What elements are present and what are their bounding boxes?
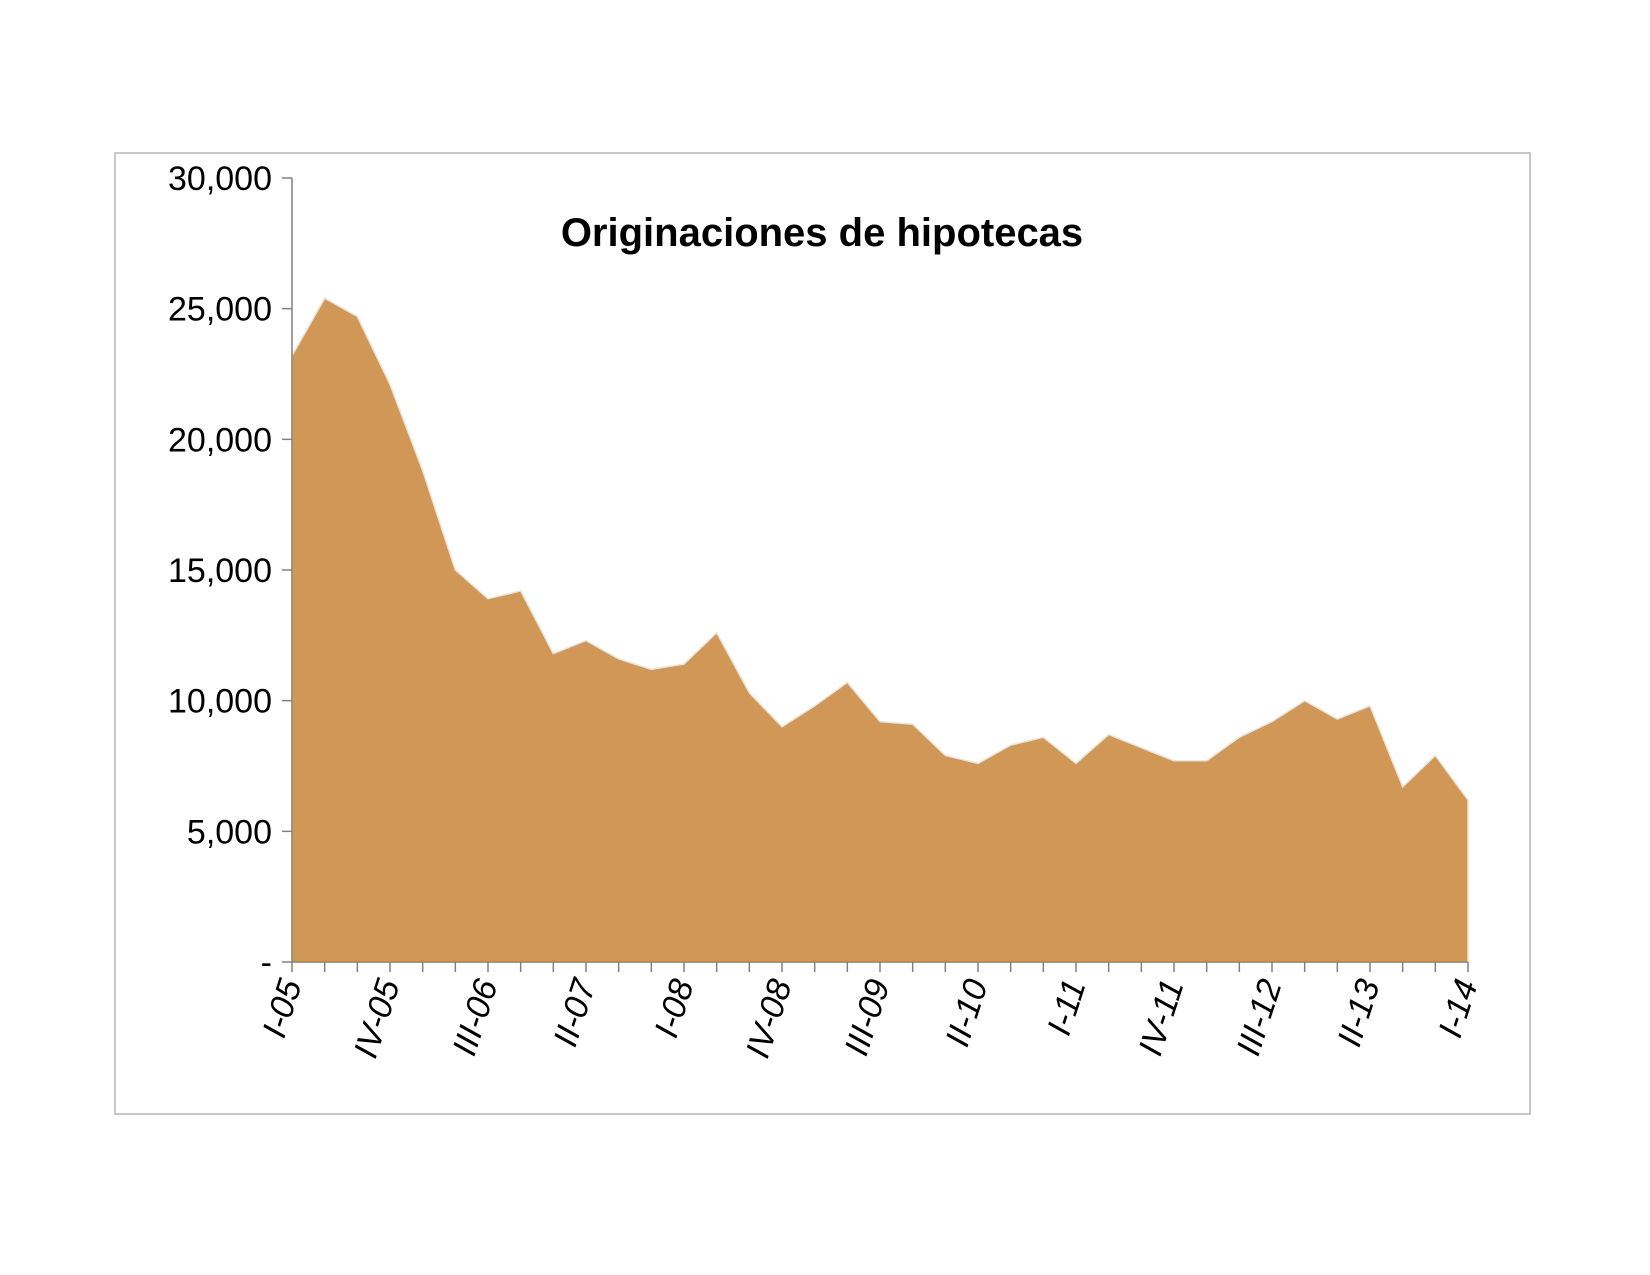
x-tick-label: III-12 [1230, 975, 1290, 1061]
y-tick-label: 25,000 [168, 291, 272, 329]
y-tick-label: 30,000 [168, 160, 272, 198]
x-tick-label: IV-11 [1132, 975, 1192, 1060]
x-tick-label: III-09 [838, 975, 898, 1061]
y-tick-label: 10,000 [168, 683, 272, 721]
x-tick-label: III-06 [446, 975, 506, 1061]
x-tick-label: II-13 [1330, 975, 1387, 1052]
x-tick-label: II-10 [938, 975, 995, 1052]
y-tick-label: - [261, 944, 272, 982]
y-tick-label: 20,000 [168, 421, 272, 459]
x-tick-label: II-07 [546, 974, 604, 1051]
x-tick-label: IV-05 [347, 975, 408, 1063]
y-tick-label: 5,000 [187, 813, 272, 851]
y-tick-label: 15,000 [168, 552, 272, 590]
x-tick-label: I-14 [1431, 975, 1485, 1042]
x-tick-label: I-11 [1040, 975, 1093, 1040]
x-tick-label: I-05 [255, 975, 309, 1043]
area-series [291, 297, 1469, 963]
x-tick-label: I-08 [647, 975, 701, 1043]
chart-title: Originaciones de hipotecas [561, 211, 1083, 255]
x-tick-label: IV-08 [739, 975, 800, 1063]
